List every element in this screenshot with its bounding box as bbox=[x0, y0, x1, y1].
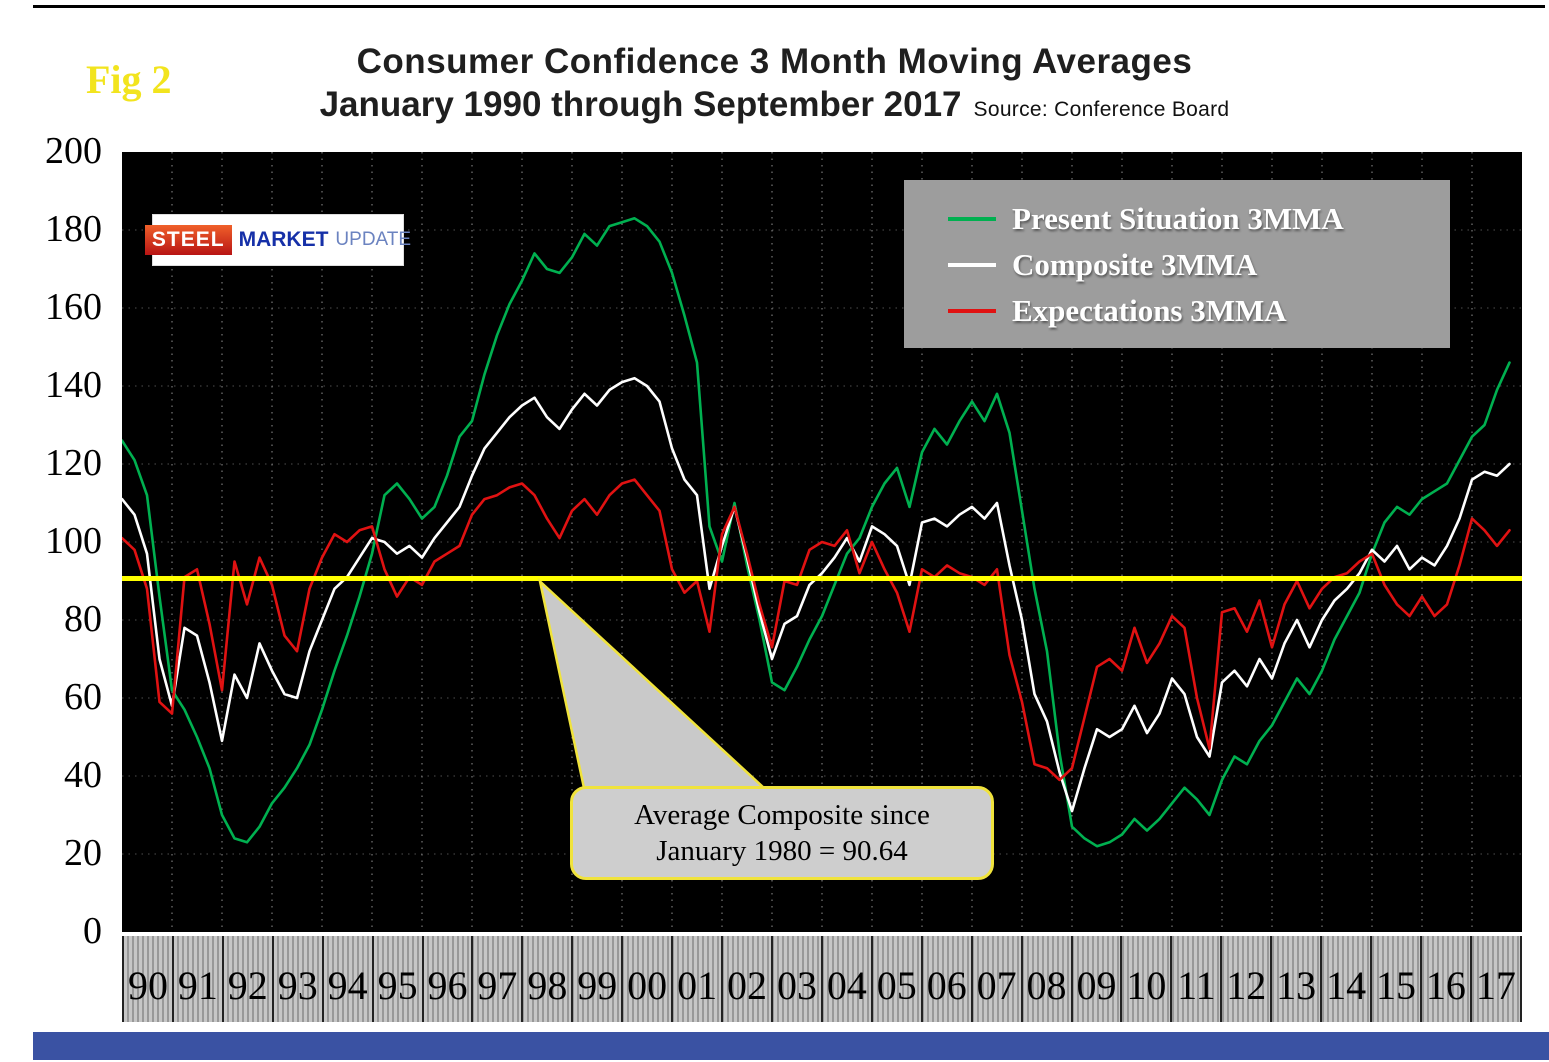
x-axis-year-label: 11 bbox=[1170, 936, 1220, 1022]
x-axis-year-label: 92 bbox=[221, 936, 272, 1022]
y-axis-tick-label: 20 bbox=[64, 832, 102, 874]
x-axis-year-label: 12 bbox=[1220, 936, 1270, 1022]
y-axis-tick-label: 180 bbox=[45, 208, 102, 250]
x-axis-year-label: 09 bbox=[1070, 936, 1121, 1022]
x-axis-year-label: 96 bbox=[421, 936, 472, 1022]
callout-pointer bbox=[537, 577, 768, 790]
x-axis-year-label: 95 bbox=[371, 936, 422, 1022]
chart-title-line1: Consumer Confidence 3 Month Moving Avera… bbox=[356, 42, 1193, 81]
legend-item-label: Present Situation 3MMA bbox=[1012, 201, 1344, 236]
x-axis-year-label: 98 bbox=[521, 936, 571, 1022]
logo-market-text: MARKET bbox=[238, 228, 329, 251]
chart-canvas bbox=[122, 152, 1522, 932]
y-axis-tick-label: 60 bbox=[64, 676, 102, 718]
y-axis-tick-label: 80 bbox=[64, 598, 102, 640]
x-axis-year-label: 08 bbox=[1020, 936, 1071, 1022]
chart-title-line2: January 1990 through September 2017 Sourc… bbox=[0, 85, 1549, 125]
x-axis-year-label: 97 bbox=[471, 936, 521, 1022]
legend: Present Situation 3MMA Composite 3MMA Expe… bbox=[904, 180, 1450, 348]
steel-market-update-logo: STEEL MARKET UPDATE bbox=[144, 214, 411, 266]
y-axis-tick-label: 140 bbox=[45, 364, 102, 406]
legend-line-swatch bbox=[948, 217, 996, 221]
y-axis-tick-label: 0 bbox=[83, 910, 102, 952]
x-axis-year-label: 06 bbox=[920, 936, 971, 1022]
x-axis-year-label: 16 bbox=[1419, 936, 1470, 1022]
x-axis-year-label: 00 bbox=[621, 936, 671, 1022]
legend-item: Expectations 3MMA bbox=[948, 288, 1450, 334]
legend-line-swatch bbox=[948, 309, 996, 313]
average-callout-line1: Average Composite since bbox=[634, 798, 930, 831]
average-callout-line2: January 1980 = 90.64 bbox=[656, 835, 908, 867]
x-axis-year-label: 14 bbox=[1320, 936, 1370, 1022]
x-axis-year-label: 10 bbox=[1120, 936, 1170, 1022]
x-axis-year-label: 94 bbox=[321, 936, 372, 1022]
y-axis-tick-label: 100 bbox=[45, 520, 102, 562]
series-expectations-3mma bbox=[122, 478, 1511, 782]
series-composite-3mma bbox=[122, 376, 1511, 813]
legend-item-label: Composite 3MMA bbox=[1012, 247, 1258, 282]
x-axis-year-label: 90 bbox=[122, 936, 172, 1022]
x-axis-year-label: 05 bbox=[870, 936, 921, 1022]
figure-label: Fig 2 bbox=[86, 57, 172, 102]
x-axis-year-label: 93 bbox=[271, 936, 322, 1022]
x-axis-year-label: 13 bbox=[1270, 936, 1320, 1022]
logo-steel-text: STEEL bbox=[144, 225, 232, 255]
series-present-situation-3mma bbox=[122, 217, 1511, 848]
x-axis-year-label: 04 bbox=[820, 936, 871, 1022]
y-axis-tick-label: 160 bbox=[45, 286, 102, 328]
title-block: Consumer Confidence 3 Month Moving Avera… bbox=[0, 42, 1549, 125]
x-axis-band: 90 91 92 93 94 95 96 97 98 99 00 01 02 03 04 05 06 07 08 09… bbox=[122, 936, 1522, 1022]
source-label: Source: Conference Board bbox=[973, 98, 1230, 121]
chart-title-line2-text: January 1990 through September 2017 bbox=[319, 85, 962, 124]
legend-item-label: Expectations 3MMA bbox=[1012, 293, 1287, 328]
logo-update-text: UPDATE bbox=[335, 229, 412, 250]
x-axis-year-label: 17 bbox=[1469, 936, 1520, 1022]
bottom-blue-strip bbox=[33, 1032, 1549, 1060]
y-axis-tick-label: 120 bbox=[45, 442, 102, 484]
legend-item: Composite 3MMA bbox=[948, 242, 1450, 288]
x-axis-year-label: 01 bbox=[671, 936, 721, 1022]
y-axis-tick-label: 200 bbox=[45, 130, 102, 172]
x-axis-year-label: 03 bbox=[770, 936, 821, 1022]
top-border-line bbox=[33, 5, 1545, 8]
x-axis-year-label: 99 bbox=[571, 936, 621, 1022]
average-callout: Average Composite since January 1980 = 9… bbox=[570, 786, 994, 880]
legend-item: Present Situation 3MMA bbox=[948, 196, 1450, 242]
x-axis-year-label: 15 bbox=[1370, 936, 1420, 1022]
plot-area: STEEL MARKET UPDATE Present Situation 3M… bbox=[122, 152, 1522, 932]
x-axis-year-label: 02 bbox=[721, 936, 771, 1022]
x-axis-year-label: 07 bbox=[970, 936, 1021, 1022]
y-axis-tick-label: 40 bbox=[64, 754, 102, 796]
x-axis-year-label: 91 bbox=[171, 936, 222, 1022]
legend-line-swatch bbox=[948, 263, 996, 267]
